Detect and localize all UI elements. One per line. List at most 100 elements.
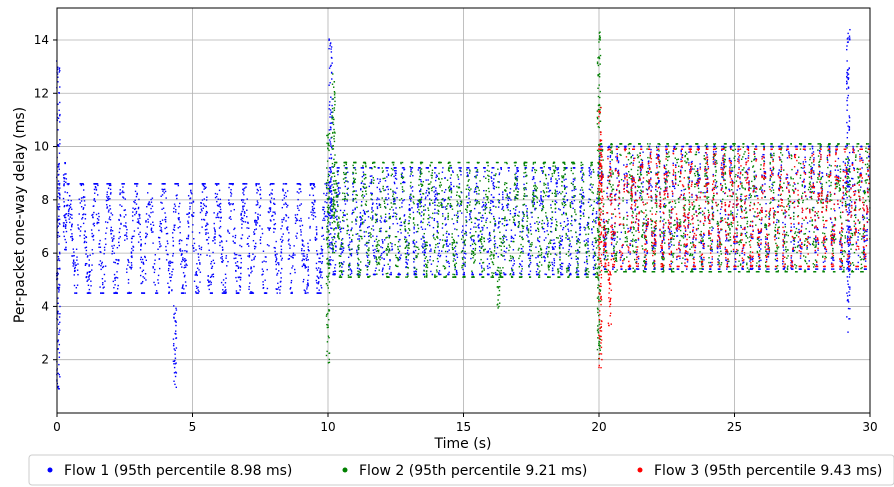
- data-point: [75, 292, 77, 294]
- data-point: [863, 224, 865, 227]
- data-point: [119, 193, 121, 196]
- data-point: [173, 226, 176, 228]
- data-point: [88, 275, 90, 277]
- data-point: [830, 239, 833, 241]
- data-point: [306, 288, 308, 290]
- data-point: [282, 233, 284, 235]
- data-point: [159, 229, 162, 232]
- data-point: [442, 213, 444, 215]
- data-point: [378, 188, 381, 190]
- data-point: [296, 183, 298, 185]
- data-point: [238, 254, 240, 257]
- data-point: [592, 255, 595, 257]
- data-point: [374, 255, 376, 257]
- data-point: [817, 243, 820, 245]
- data-point: [355, 218, 357, 220]
- data-point: [761, 190, 763, 192]
- data-point: [241, 227, 243, 229]
- data-point: [162, 183, 164, 185]
- data-point: [168, 262, 170, 264]
- data-point: [732, 250, 735, 253]
- data-point: [599, 156, 601, 159]
- data-point: [692, 238, 694, 240]
- data-point: [136, 193, 138, 196]
- data-point: [333, 237, 336, 239]
- data-point: [529, 270, 532, 272]
- data-point: [134, 201, 136, 204]
- data-point: [366, 226, 369, 229]
- data-point: [397, 252, 400, 254]
- data-point: [411, 186, 414, 188]
- data-point: [237, 267, 240, 269]
- data-point: [239, 285, 241, 288]
- data-point: [616, 157, 618, 160]
- data-point: [310, 183, 312, 185]
- data-point: [531, 178, 534, 181]
- data-point: [866, 230, 868, 233]
- data-point: [562, 206, 565, 209]
- data-point: [159, 243, 161, 245]
- data-point: [316, 282, 318, 284]
- data-point: [220, 216, 222, 219]
- data-point: [204, 225, 207, 227]
- data-point: [253, 265, 255, 268]
- data-point: [827, 145, 830, 148]
- data-point: [118, 237, 120, 240]
- data-point: [720, 208, 722, 211]
- data-point: [319, 292, 321, 294]
- data-point: [614, 168, 617, 170]
- data-point: [329, 187, 331, 189]
- data-point: [678, 248, 681, 250]
- data-point: [389, 273, 391, 276]
- data-point: [217, 198, 219, 200]
- data-point: [571, 224, 573, 227]
- data-point: [334, 210, 337, 212]
- data-point: [314, 238, 317, 241]
- data-point: [563, 220, 566, 223]
- data-point: [295, 218, 298, 220]
- data-point: [863, 236, 865, 239]
- data-point: [297, 207, 299, 210]
- data-point: [363, 187, 366, 190]
- data-point: [663, 164, 665, 167]
- data-point: [772, 172, 774, 175]
- data-point: [242, 183, 245, 185]
- data-point: [110, 226, 113, 229]
- data-point: [123, 209, 125, 212]
- data-point: [676, 235, 679, 237]
- data-point: [456, 253, 458, 256]
- data-point: [691, 180, 693, 182]
- data-point: [642, 181, 644, 183]
- data-point: [296, 191, 299, 193]
- data-point: [494, 224, 497, 226]
- data-point: [795, 172, 798, 174]
- data-point: [777, 194, 780, 196]
- data-point: [369, 175, 372, 177]
- data-point: [122, 183, 124, 185]
- data-point: [460, 170, 462, 173]
- data-point: [844, 162, 847, 164]
- data-point: [679, 169, 682, 171]
- data-point: [240, 237, 243, 240]
- data-point: [336, 194, 339, 196]
- data-point: [309, 239, 311, 241]
- data-point: [604, 245, 607, 248]
- data-point: [224, 290, 226, 292]
- data-point: [865, 230, 867, 232]
- data-point: [768, 215, 770, 218]
- data-point: [98, 229, 100, 232]
- data-point: [526, 227, 528, 230]
- data-point: [66, 183, 69, 185]
- data-point: [169, 276, 171, 279]
- data-point: [764, 171, 767, 173]
- data-point: [549, 189, 551, 192]
- data-point: [306, 286, 308, 288]
- data-point: [521, 211, 524, 213]
- data-point: [184, 250, 186, 252]
- data-point: [221, 255, 223, 258]
- data-point: [301, 244, 304, 246]
- data-point: [376, 207, 379, 210]
- data-point: [465, 216, 467, 218]
- data-point: [328, 170, 330, 173]
- data-points: [56, 28, 871, 390]
